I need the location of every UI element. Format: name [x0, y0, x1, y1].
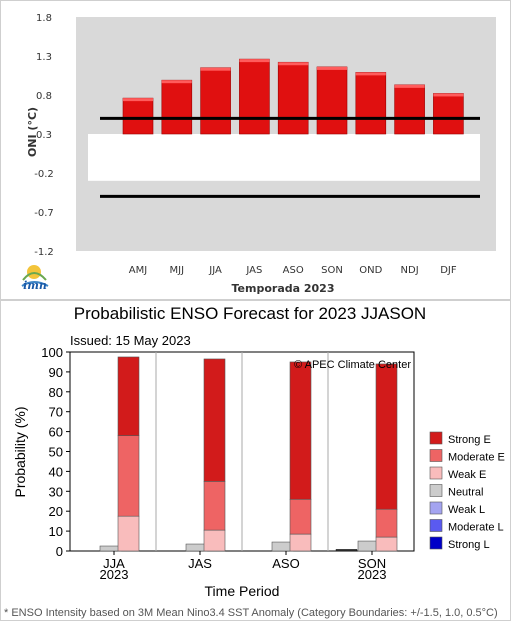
- enso-ytick-label: 60: [49, 425, 63, 440]
- enso-legend-label: Moderate L: [448, 522, 504, 534]
- oni-ytick-label: -1.2: [34, 247, 54, 258]
- oni-xtick-label: JJA: [208, 265, 222, 276]
- enso-xtick-year: 2023: [100, 567, 129, 582]
- enso-forecast-chart: Probabilistic ENSO Forecast for 2023 JJA…: [0, 300, 511, 621]
- oni-ytick-label: -0.2: [34, 169, 54, 180]
- enso-legend-swatch: [429, 501, 443, 515]
- enso-strong-e-bar: [117, 356, 140, 436]
- oni-bar: [239, 58, 270, 135]
- oni-bar: [355, 72, 387, 135]
- oni-ytick-label: -0.7: [34, 208, 54, 219]
- enso-strong-e-bar: [289, 361, 312, 500]
- enso-legend-label: Strong L: [448, 539, 490, 551]
- enso-ytick-label: 100: [41, 345, 63, 360]
- enso-xtick-label: JAS: [188, 556, 212, 571]
- enso-legend-label: Moderate E: [448, 452, 505, 464]
- oni-xlabel: Temporada 2023: [232, 282, 335, 295]
- oni-xtick-label: AMJ: [129, 265, 147, 276]
- enso-legend-swatch: [429, 449, 443, 462]
- enso-strong-e-bar: [203, 358, 226, 482]
- enso-ytick-label: 20: [49, 504, 63, 519]
- oni-ytick-label: 0.8: [36, 91, 52, 102]
- enso-ytick-label: 40: [49, 464, 63, 479]
- enso-legend-swatch: [429, 536, 443, 550]
- oni-bar: [161, 79, 193, 135]
- enso-title: Probabilistic ENSO Forecast for 2023 JJA…: [74, 304, 426, 323]
- oni-bar: [433, 93, 464, 135]
- oni-bar: [200, 67, 231, 135]
- enso-moderate-e-bar: [203, 481, 226, 531]
- oni-xtick-label: OND: [359, 265, 382, 276]
- oni-xtick-label: SON: [321, 265, 343, 276]
- oni-chart: 1.8 1.3 0.8 0.3 -0.2 -0.7 -1.2 AMJ MJJ JJA JAS ASO…: [0, 0, 511, 300]
- enso-moderate-e-bar: [375, 508, 398, 538]
- oni-xtick-label: JAS: [245, 265, 262, 276]
- oni-bar-highlight: [317, 66, 347, 70]
- enso-strong-e-bar: [375, 363, 398, 510]
- oni-ylabel: ONI (°C): [26, 107, 39, 157]
- enso-legend-swatch: [429, 484, 443, 497]
- enso-footnote: * ENSO Intensity based on 3M Mean Nino3.…: [4, 607, 498, 619]
- imn-logo-text: imn: [23, 279, 47, 292]
- enso-xtick-label: SON: [358, 556, 386, 571]
- enso-legend-label: Strong E: [448, 434, 491, 446]
- oni-bar: [394, 84, 425, 135]
- enso-weak-e-bar: [117, 515, 140, 552]
- enso-copyright: © APEC Climate Center: [294, 359, 411, 371]
- oni-neutral-band: [88, 134, 480, 181]
- enso-subtitle: Issued: 15 May 2023: [70, 333, 191, 348]
- enso-legend-swatch: [429, 431, 443, 445]
- oni-bar: [277, 61, 309, 135]
- enso-xlabel: Time Period: [205, 583, 280, 599]
- oni-xtick-label: MJJ: [170, 265, 185, 276]
- oni-bar: [316, 66, 348, 135]
- imn-logo: imn: [21, 265, 49, 292]
- enso-legend-label: Weak L: [448, 504, 485, 516]
- enso-ytick-label: 80: [49, 385, 63, 400]
- oni-xtick-label: ASO: [283, 265, 304, 276]
- enso-ytick-label: 90: [49, 365, 63, 380]
- oni-bar: [122, 97, 154, 135]
- enso-ytick-label: 50: [49, 445, 63, 460]
- enso-moderate-e-bar: [117, 435, 140, 517]
- oni-ytick-label: 0.3: [36, 130, 52, 141]
- enso-xtick-year: 2023: [358, 567, 387, 582]
- enso-legend-label: Weak E: [448, 469, 486, 481]
- enso-legend-swatch: [429, 519, 443, 532]
- enso-ytick-label: 10: [49, 524, 63, 539]
- enso-legend: Strong E Moderate E Weak E Neutral Weak L Mod…: [429, 431, 505, 551]
- enso-weak-e-bar: [203, 529, 226, 552]
- oni-bar-highlight: [355, 72, 386, 76]
- oni-bar-highlight: [394, 84, 425, 88]
- oni-bar-highlight: [200, 67, 231, 71]
- enso-xtick-label: ASO: [272, 556, 299, 571]
- oni-bar-highlight: [161, 80, 192, 84]
- oni-bar-highlight: [239, 59, 270, 63]
- enso-weak-e-bar: [289, 533, 312, 552]
- oni-xtick-label: NDJ: [401, 265, 419, 276]
- enso-xtick-label: JJA: [103, 556, 125, 571]
- enso-moderate-e-bar: [289, 498, 312, 535]
- enso-ytick-label: 30: [49, 484, 63, 499]
- enso-legend-label: Neutral: [448, 487, 483, 499]
- oni-ytick-label: 1.3: [36, 52, 52, 63]
- oni-bar-highlight: [433, 93, 464, 97]
- oni-bar-highlight: [278, 62, 309, 66]
- enso-la-nina-bar: [335, 549, 358, 552]
- oni-xtick-label: DJF: [440, 265, 457, 276]
- enso-ytick-label: 70: [49, 405, 63, 420]
- oni-ytick-label: 1.8: [36, 13, 52, 24]
- enso-weak-e-bar: [375, 536, 398, 552]
- enso-ylabel: Probability (%): [12, 406, 28, 497]
- oni-bar-highlight: [123, 98, 153, 102]
- enso-ytick-label: 0: [56, 544, 63, 559]
- enso-legend-swatch: [429, 466, 443, 480]
